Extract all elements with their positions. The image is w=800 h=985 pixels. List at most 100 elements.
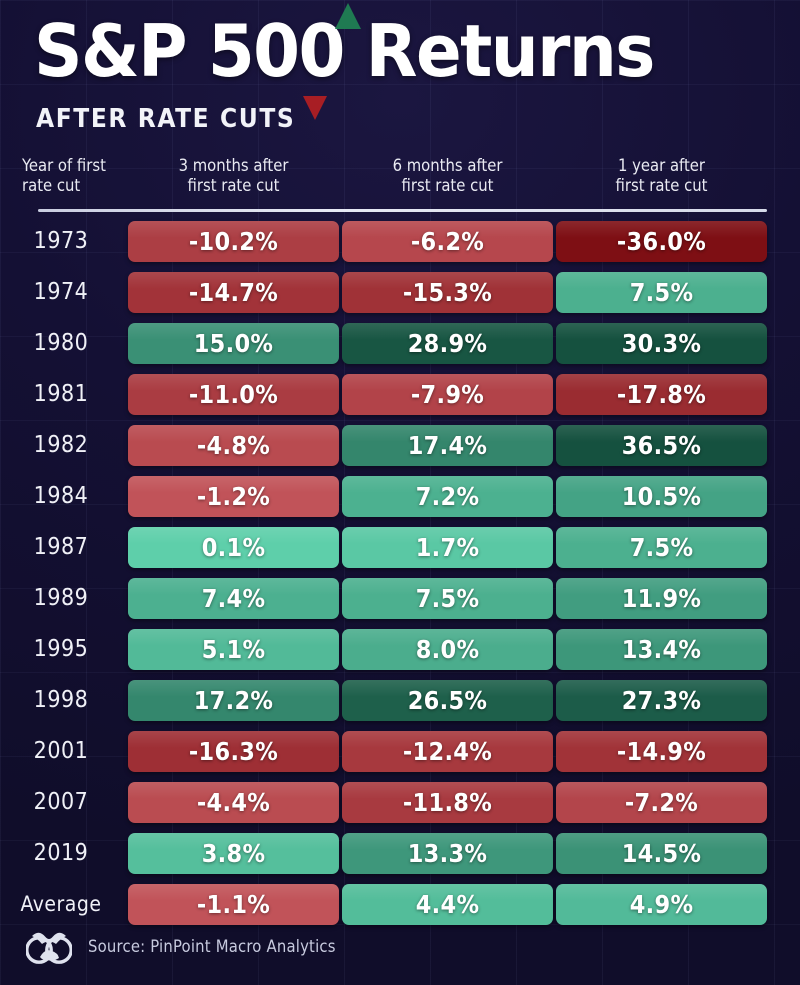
return-value: -4.8% xyxy=(196,431,271,460)
table-row: 2019 3.8% 13.3% 14.5% xyxy=(0,831,800,882)
table-row: 1974 -14.7% -15.3% 7.5% xyxy=(0,270,800,321)
return-cell: 7.5% xyxy=(556,527,767,568)
return-cell: 27.3% xyxy=(556,680,767,721)
return-cell: 14.5% xyxy=(556,833,767,874)
return-cell: 5.1% xyxy=(128,629,339,670)
return-value: -16.3% xyxy=(188,737,279,766)
return-cell: -11.0% xyxy=(128,374,339,415)
return-value: 17.2% xyxy=(193,686,274,715)
return-cell: 30.3% xyxy=(556,323,767,364)
table-row: 1980 15.0% 28.9% 30.3% xyxy=(0,321,800,372)
return-value: 14.5% xyxy=(621,839,702,868)
table-row: 1995 5.1% 8.0% 13.4% xyxy=(0,627,800,678)
header-divider xyxy=(38,209,767,212)
return-cell: -12.4% xyxy=(342,731,553,772)
column-headers: Year of first rate cut 3 months after fir… xyxy=(0,156,800,202)
column-header-3: 1 year after first rate cut xyxy=(615,156,708,195)
return-cell: 28.9% xyxy=(342,323,553,364)
return-value: 5.1% xyxy=(201,635,266,664)
return-value: -36.0% xyxy=(616,227,707,256)
column-header-0: Year of first rate cut xyxy=(22,156,106,195)
return-value: -17.8% xyxy=(616,380,707,409)
row-year-label: 1995 xyxy=(33,636,89,662)
return-value: -10.2% xyxy=(188,227,279,256)
return-cell: 26.5% xyxy=(342,680,553,721)
table-row: 2007 -4.4% -11.8% -7.2% xyxy=(0,780,800,831)
return-value: -15.3% xyxy=(402,278,493,307)
return-cell: -4.8% xyxy=(128,425,339,466)
return-value: -12.4% xyxy=(402,737,493,766)
return-value: 7.2% xyxy=(415,482,480,511)
return-value: -1.1% xyxy=(196,890,271,919)
return-cell: 15.0% xyxy=(128,323,339,364)
return-value: -11.0% xyxy=(188,380,279,409)
return-value: 13.4% xyxy=(621,635,702,664)
return-cell: -10.2% xyxy=(128,221,339,262)
return-cell: 11.9% xyxy=(556,578,767,619)
return-cell: -17.8% xyxy=(556,374,767,415)
row-year-label: 1987 xyxy=(33,534,89,560)
table-row: 1987 0.1% 1.7% 7.5% xyxy=(0,525,800,576)
return-cell: 7.5% xyxy=(556,272,767,313)
return-cell: -1.2% xyxy=(128,476,339,517)
return-value: 7.5% xyxy=(629,533,694,562)
return-cell: 8.0% xyxy=(342,629,553,670)
table-row: 1982 -4.8% 17.4% 36.5% xyxy=(0,423,800,474)
return-value: -1.2% xyxy=(196,482,271,511)
return-value: 7.4% xyxy=(201,584,266,613)
row-year-label: Average xyxy=(20,892,102,916)
return-value: 15.0% xyxy=(193,329,274,358)
return-cell: 7.4% xyxy=(128,578,339,619)
return-cell: 0.1% xyxy=(128,527,339,568)
return-value: 11.9% xyxy=(621,584,702,613)
return-cell: 7.5% xyxy=(342,578,553,619)
return-value: 7.5% xyxy=(629,278,694,307)
return-cell: -6.2% xyxy=(342,221,553,262)
row-year-label: 1981 xyxy=(33,381,89,407)
table-row: 1989 7.4% 7.5% 11.9% xyxy=(0,576,800,627)
return-value: 3.8% xyxy=(201,839,266,868)
return-cell: -14.7% xyxy=(128,272,339,313)
return-value: 1.7% xyxy=(415,533,480,562)
row-year-label: 1974 xyxy=(33,279,89,305)
return-cell: 4.4% xyxy=(342,884,553,925)
return-cell: -16.3% xyxy=(128,731,339,772)
return-value: 7.5% xyxy=(415,584,480,613)
return-value: -14.9% xyxy=(616,737,707,766)
row-year-label: 1973 xyxy=(33,228,89,254)
row-year-label: 1989 xyxy=(33,585,89,611)
return-cell: 3.8% xyxy=(128,833,339,874)
return-cell: -7.9% xyxy=(342,374,553,415)
return-cell: 17.4% xyxy=(342,425,553,466)
return-cell: 36.5% xyxy=(556,425,767,466)
return-value: 17.4% xyxy=(407,431,488,460)
return-cell: -7.2% xyxy=(556,782,767,823)
table-row: Average -1.1% 4.4% 4.9% xyxy=(0,882,800,933)
return-value: 10.5% xyxy=(621,482,702,511)
return-value: 28.9% xyxy=(407,329,488,358)
page-subtitle: AFTER RATE CUTS xyxy=(36,104,296,134)
return-cell: 7.2% xyxy=(342,476,553,517)
return-cell: -1.1% xyxy=(128,884,339,925)
row-year-label: 1984 xyxy=(33,483,89,509)
row-year-label: 2019 xyxy=(33,840,89,866)
return-value: 8.0% xyxy=(415,635,480,664)
table-row: 2001 -16.3% -12.4% -14.9% xyxy=(0,729,800,780)
return-cell: 10.5% xyxy=(556,476,767,517)
source-attribution: Source: PinPoint Macro Analytics xyxy=(88,937,336,956)
return-value: 36.5% xyxy=(621,431,702,460)
return-value: -4.4% xyxy=(196,788,271,817)
return-value: 27.3% xyxy=(621,686,702,715)
return-cell: 4.9% xyxy=(556,884,767,925)
returns-table: 1973 -10.2% -6.2% -36.0% 1974 -14.7% -15.3% 7.5… xyxy=(0,219,800,933)
return-value: 30.3% xyxy=(621,329,702,358)
column-header-2: 6 months after first rate cut xyxy=(392,156,503,195)
return-cell: -15.3% xyxy=(342,272,553,313)
return-cell: 17.2% xyxy=(128,680,339,721)
column-header-1: 3 months after first rate cut xyxy=(178,156,289,195)
return-value: 4.9% xyxy=(629,890,694,919)
up-triangle-icon xyxy=(335,3,361,29)
footer: Source: PinPoint Macro Analytics xyxy=(0,923,800,973)
table-row: 1984 -1.2% 7.2% 10.5% xyxy=(0,474,800,525)
